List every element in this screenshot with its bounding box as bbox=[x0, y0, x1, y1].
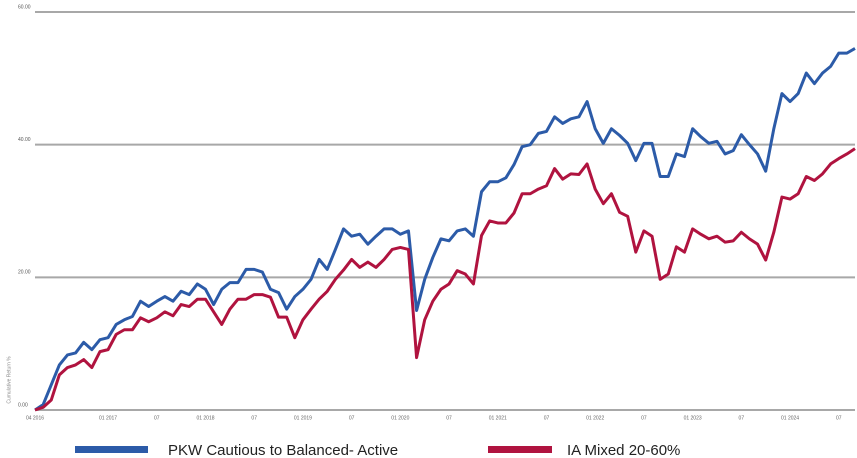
y-tick-label: 0.00 bbox=[18, 402, 28, 408]
x-tick-label: 07 bbox=[446, 415, 452, 421]
series-line bbox=[34, 47, 856, 412]
x-tick-label: 07 bbox=[154, 415, 160, 421]
legend-swatch bbox=[75, 446, 148, 453]
x-tick-label: 01 2020 bbox=[391, 415, 409, 421]
x-tick-label: 07 bbox=[544, 415, 550, 421]
x-tick-label: 01 2024 bbox=[781, 415, 799, 421]
y-axis-label: Cumulative Return % bbox=[6, 356, 12, 404]
y-tick-label: 40.00 bbox=[18, 137, 31, 143]
y-tick-label: 60.00 bbox=[18, 4, 31, 10]
x-tick-label: 07 bbox=[739, 415, 745, 421]
x-tick-label: 07 bbox=[251, 415, 257, 421]
x-tick-label: 07 bbox=[349, 415, 355, 421]
legend-swatch bbox=[488, 446, 552, 453]
x-tick-label: 01 2022 bbox=[586, 415, 604, 421]
x-tick-label: 07 bbox=[641, 415, 647, 421]
x-tick-label: 04 2016 bbox=[26, 415, 44, 421]
legend-label: PKW Cautious to Balanced- Active bbox=[168, 442, 398, 458]
x-tick-label: 07 bbox=[836, 415, 842, 421]
x-tick-label: 01 2023 bbox=[684, 415, 702, 421]
x-tick-label: 01 2018 bbox=[196, 415, 214, 421]
x-tick-label: 01 2017 bbox=[99, 415, 117, 421]
y-tick-label: 20.00 bbox=[18, 270, 31, 276]
x-tick-label: 01 2021 bbox=[489, 415, 507, 421]
x-tick-label: 01 2019 bbox=[294, 415, 312, 421]
series-line bbox=[34, 147, 856, 412]
legend-label: IA Mixed 20-60% bbox=[567, 442, 680, 458]
